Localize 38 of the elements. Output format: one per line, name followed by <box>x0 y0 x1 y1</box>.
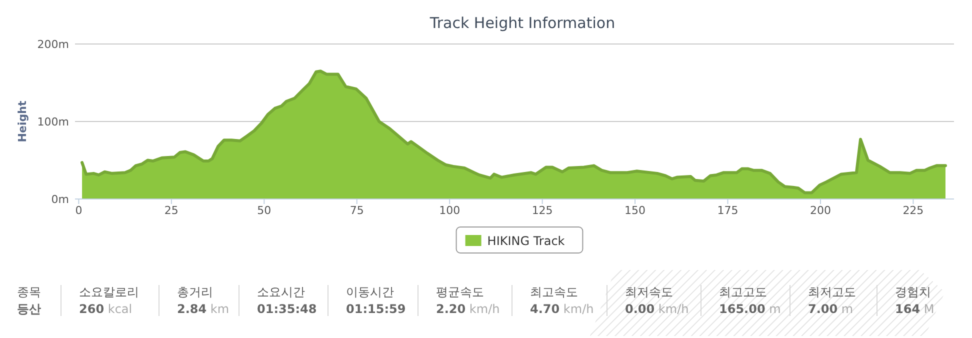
category-label: 평균속도 <box>436 285 484 299</box>
category-label: 이동시간 <box>346 285 394 299</box>
chart-title: Track Height Information <box>428 14 616 32</box>
text: 0.00 km/h <box>625 302 689 316</box>
text: 260 kcal <box>79 302 132 316</box>
text: 2.84 km <box>177 302 230 316</box>
x-tick-label: 200 <box>810 204 831 217</box>
legend-label: HIKING Track <box>487 234 565 248</box>
y-tick-label: 0m <box>51 193 69 206</box>
x-tick-label: 175 <box>717 204 738 217</box>
category-label: 최고고도 <box>719 285 767 299</box>
category-label: 최저속도 <box>625 285 673 299</box>
y-tick-label: 100m <box>37 116 69 128</box>
category-label: 최고속도 <box>530 285 578 299</box>
text: 등산 <box>17 302 41 316</box>
category-label: 경험치 <box>895 285 931 299</box>
text: 01:15:59 <box>346 302 406 316</box>
text: 01:35:48 <box>257 302 317 316</box>
text: 164 M <box>895 302 934 316</box>
category-label: 총거리 <box>177 285 213 299</box>
y-axis-title: Height <box>16 100 29 142</box>
x-tick-label: 25 <box>164 204 178 217</box>
text: 2.20 km/h <box>436 302 500 316</box>
category-label: 최저고도 <box>808 285 856 299</box>
category-label: 소요시간 <box>257 285 305 299</box>
category-label: 소요칼로리 <box>79 285 139 299</box>
y-tick-label: 200m <box>37 38 69 51</box>
text: 7.00 m <box>808 302 854 316</box>
text: 165.00 m <box>719 302 781 316</box>
x-tick-label: 75 <box>350 204 364 217</box>
x-tick-label: 0 <box>75 204 82 217</box>
text: 4.70 km/h <box>530 302 594 316</box>
x-tick-label: 225 <box>902 204 924 217</box>
x-tick-label: 125 <box>532 204 553 217</box>
x-tick-label: 100 <box>439 204 460 217</box>
x-tick-label: 50 <box>257 204 272 217</box>
category-label: 종목 <box>17 285 41 299</box>
x-tick-label: 150 <box>624 204 646 217</box>
